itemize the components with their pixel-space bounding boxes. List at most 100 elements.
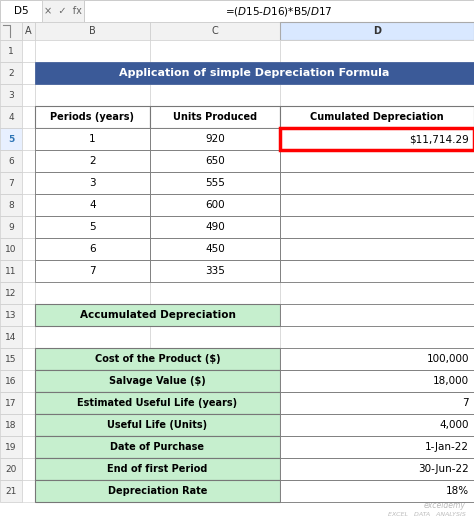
Bar <box>280 436 474 458</box>
Text: 9: 9 <box>8 223 14 231</box>
Text: 650: 650 <box>205 156 225 166</box>
Bar <box>22 84 35 106</box>
Bar <box>35 458 280 480</box>
Text: 10: 10 <box>5 244 17 253</box>
Bar <box>22 282 35 304</box>
Bar <box>35 22 150 40</box>
Bar <box>150 414 280 436</box>
Text: 4,000: 4,000 <box>439 420 469 430</box>
Bar <box>35 414 280 436</box>
Bar <box>280 326 474 348</box>
Bar <box>35 106 150 128</box>
Bar <box>150 370 280 392</box>
Bar <box>35 216 150 238</box>
Bar <box>280 282 474 304</box>
Bar <box>35 414 150 436</box>
Bar <box>280 84 474 106</box>
Text: 3: 3 <box>8 90 14 99</box>
Text: 15: 15 <box>5 355 17 363</box>
Text: 600: 600 <box>205 200 225 210</box>
Bar <box>35 172 150 194</box>
Text: Cumulated Depreciation: Cumulated Depreciation <box>310 112 444 122</box>
Bar <box>150 128 280 150</box>
Bar <box>150 194 280 216</box>
Text: 14: 14 <box>5 332 17 342</box>
Text: ×  ✓  fx: × ✓ fx <box>44 6 82 16</box>
Bar <box>280 172 474 194</box>
Text: 7: 7 <box>8 178 14 188</box>
Bar <box>22 216 35 238</box>
Text: 920: 920 <box>205 134 225 144</box>
Bar <box>0 0 42 22</box>
Text: 7: 7 <box>462 398 469 408</box>
Text: 18,000: 18,000 <box>433 376 469 386</box>
Bar <box>0 172 22 194</box>
Bar <box>280 216 474 238</box>
Bar <box>150 392 280 414</box>
Bar <box>150 436 280 458</box>
Bar <box>280 216 474 238</box>
Bar <box>150 480 280 502</box>
Bar <box>0 106 22 128</box>
Bar <box>0 392 22 414</box>
Text: 12: 12 <box>5 289 17 297</box>
Bar <box>280 480 474 502</box>
Bar <box>84 0 474 22</box>
Bar <box>22 62 35 84</box>
Bar <box>150 172 280 194</box>
Bar <box>280 392 474 414</box>
Text: D: D <box>373 26 381 36</box>
Text: 6: 6 <box>8 157 14 165</box>
Bar <box>0 436 22 458</box>
Bar <box>280 128 474 150</box>
Text: D5: D5 <box>14 6 28 16</box>
Bar <box>150 216 280 238</box>
Bar <box>35 194 150 216</box>
Bar <box>280 194 474 216</box>
Bar <box>22 348 35 370</box>
Bar <box>35 348 150 370</box>
Bar <box>22 304 35 326</box>
Text: 2: 2 <box>8 69 14 77</box>
Bar <box>0 458 22 480</box>
Bar <box>35 150 150 172</box>
Text: Estimated Useful Life (years): Estimated Useful Life (years) <box>77 398 237 408</box>
Bar <box>0 40 22 62</box>
Bar <box>280 40 474 62</box>
Text: 555: 555 <box>205 178 225 188</box>
Bar <box>35 282 150 304</box>
Bar <box>150 282 280 304</box>
Text: Application of simple Depreciation Formula: Application of simple Depreciation Formu… <box>119 68 390 78</box>
Bar <box>150 62 280 84</box>
Bar <box>150 172 280 194</box>
Bar <box>280 106 474 128</box>
Bar <box>150 238 280 260</box>
Bar <box>280 458 474 480</box>
Bar <box>150 260 280 282</box>
Bar <box>22 22 35 40</box>
Bar <box>280 238 474 260</box>
Text: End of first Period: End of first Period <box>107 464 208 474</box>
Bar <box>280 392 474 414</box>
Bar <box>35 40 150 62</box>
Bar <box>22 458 35 480</box>
Bar <box>35 304 280 326</box>
Bar <box>150 106 280 128</box>
Bar <box>22 172 35 194</box>
Text: Depreciation Rate: Depreciation Rate <box>108 486 207 496</box>
Bar <box>150 40 280 62</box>
Text: EXCEL   DATA   ANALYSIS: EXCEL DATA ANALYSIS <box>388 512 466 516</box>
Text: Periods (years): Periods (years) <box>51 112 135 122</box>
Text: 1: 1 <box>8 46 14 56</box>
Bar <box>280 348 474 370</box>
Bar <box>280 62 474 84</box>
Bar <box>35 326 150 348</box>
Bar <box>22 128 35 150</box>
Bar <box>0 194 22 216</box>
Text: 5: 5 <box>89 222 96 232</box>
Bar <box>35 260 150 282</box>
Bar <box>22 106 35 128</box>
Bar <box>35 238 150 260</box>
Bar <box>280 150 474 172</box>
Bar <box>35 480 280 502</box>
